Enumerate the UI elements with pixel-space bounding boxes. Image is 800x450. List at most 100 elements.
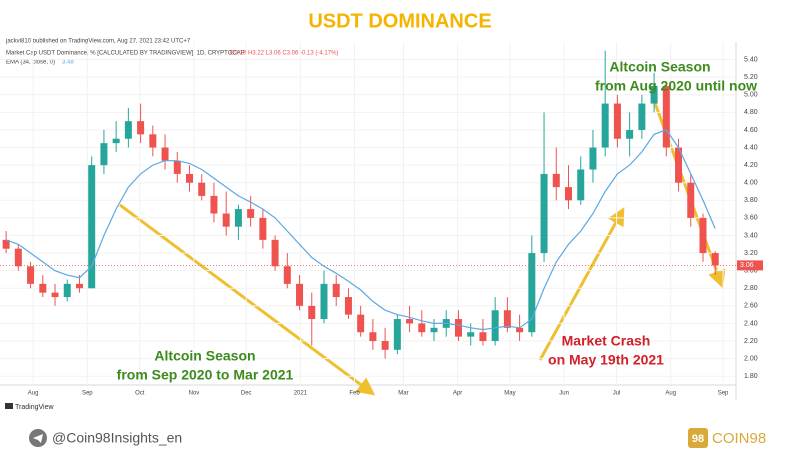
candle-body bbox=[357, 314, 365, 333]
candle-body bbox=[601, 103, 609, 148]
candle-body bbox=[467, 332, 475, 337]
candle-body bbox=[332, 283, 340, 298]
x-tick-label: Aug bbox=[665, 391, 676, 397]
candle-body bbox=[540, 173, 548, 254]
symbol: Market Cap USDT Dominance, % [CALCULATED… bbox=[6, 51, 245, 57]
y-tick-label: 5.00 bbox=[744, 92, 758, 99]
candle-body bbox=[259, 217, 267, 240]
y-tick-label: 5.20 bbox=[744, 74, 758, 81]
handle: @Coin98Insights_en bbox=[52, 430, 182, 446]
last-price-box bbox=[737, 260, 763, 271]
x-tick-label: Sep bbox=[718, 391, 729, 397]
candle-body bbox=[711, 253, 719, 266]
annotation: Altcoin Season bbox=[154, 348, 255, 364]
candle-body bbox=[589, 147, 597, 170]
candle-body bbox=[247, 209, 255, 218]
ohlc: O3.18 H3.22 L3.06 C3.06 -0.13 (-4.17%) bbox=[230, 51, 338, 57]
y-tick-label: 4.80 bbox=[744, 109, 758, 116]
candle-body bbox=[344, 297, 352, 315]
candle-body bbox=[369, 332, 377, 342]
annotation: Altcoin Season bbox=[609, 59, 710, 75]
x-tick-label: Dec bbox=[241, 391, 252, 397]
x-tick-label: Apr bbox=[453, 391, 462, 397]
candle-body bbox=[406, 319, 414, 324]
badge bbox=[688, 428, 708, 448]
candle-body bbox=[577, 169, 585, 201]
chart-title: USDT DOMINANCE bbox=[308, 10, 491, 32]
y-tick-label: 4.40 bbox=[744, 144, 758, 151]
tradingview-logo: TradingView bbox=[5, 403, 54, 411]
x-tick-label: Oct bbox=[135, 391, 145, 397]
candle-body bbox=[516, 327, 524, 333]
y-tick-label: 3.00 bbox=[744, 268, 758, 275]
candle-body bbox=[88, 165, 96, 289]
candle-body bbox=[479, 332, 487, 342]
ema-label: EMA (34, close, 0) bbox=[6, 60, 55, 66]
candle-body bbox=[662, 85, 670, 148]
candle-body bbox=[39, 283, 47, 293]
candle-body bbox=[75, 283, 83, 289]
candle-body bbox=[638, 103, 646, 130]
candle-body bbox=[503, 310, 511, 328]
ema-line bbox=[5, 129, 716, 331]
candle-body bbox=[687, 182, 695, 218]
y-tick-label: 2.80 bbox=[744, 285, 758, 292]
candle-body bbox=[296, 283, 304, 306]
candle-body bbox=[320, 283, 328, 320]
telegram-glyph bbox=[33, 434, 43, 443]
y-tick-label: 3.40 bbox=[744, 232, 758, 239]
x-tick-label: Mar bbox=[398, 391, 408, 397]
y-tick-label: 4.20 bbox=[744, 162, 758, 169]
candle-body bbox=[552, 173, 560, 188]
y-tick-label: 3.20 bbox=[744, 250, 758, 257]
y-tick-label: 3.60 bbox=[744, 215, 758, 222]
published: jackvi810 published on TradingView.com, … bbox=[5, 39, 191, 45]
candle-body bbox=[222, 213, 230, 227]
y-tick-label: 2.00 bbox=[744, 355, 758, 362]
candle-body bbox=[454, 319, 462, 337]
annotation: Market Crash bbox=[562, 333, 651, 349]
x-tick-label: May bbox=[504, 391, 515, 397]
x-tick-label: Jun bbox=[559, 391, 569, 397]
x-tick-label: 2021 bbox=[294, 391, 308, 397]
arrow bbox=[538, 207, 625, 361]
y-tick-label: 4.00 bbox=[744, 180, 758, 187]
y-tick-label: 2.60 bbox=[744, 303, 758, 310]
plot bbox=[0, 42, 736, 385]
badge-text: 98 bbox=[692, 433, 704, 445]
candle-body bbox=[100, 143, 108, 166]
candle-body bbox=[51, 292, 59, 298]
y-tick-label: 2.20 bbox=[744, 338, 758, 345]
candle-body bbox=[63, 283, 71, 298]
candle-body bbox=[14, 248, 22, 267]
candle-body bbox=[626, 129, 634, 139]
candle-body bbox=[393, 319, 401, 350]
candle-body bbox=[234, 209, 242, 227]
candle-body bbox=[149, 134, 157, 148]
candle-body bbox=[27, 266, 35, 284]
candle-body bbox=[210, 195, 218, 214]
candle-body bbox=[565, 187, 573, 201]
candle-body bbox=[173, 160, 181, 174]
logo-icon bbox=[5, 403, 13, 409]
candle-body bbox=[528, 253, 536, 333]
y-tick-label: 1.80 bbox=[744, 373, 758, 380]
annotation: from Aug 2020 until now bbox=[595, 78, 757, 94]
x-tick-label: Nov bbox=[189, 391, 200, 397]
candle-body bbox=[430, 327, 438, 333]
ema-value: 3.48 bbox=[62, 60, 74, 66]
candle-body bbox=[124, 121, 132, 139]
candle-body bbox=[650, 85, 658, 104]
annotation: from Sep 2020 to Mar 2021 bbox=[117, 367, 294, 383]
candle-body bbox=[491, 310, 499, 342]
y-tick-label: 3.80 bbox=[744, 197, 758, 204]
y-tick-label: 2.40 bbox=[744, 320, 758, 327]
candle-body bbox=[112, 138, 120, 144]
candle-body bbox=[699, 217, 707, 254]
candle-body bbox=[283, 266, 291, 284]
candle-body bbox=[186, 173, 194, 183]
x-tick-label: Sep bbox=[82, 391, 93, 397]
y-tick-label: 5.40 bbox=[744, 56, 758, 63]
